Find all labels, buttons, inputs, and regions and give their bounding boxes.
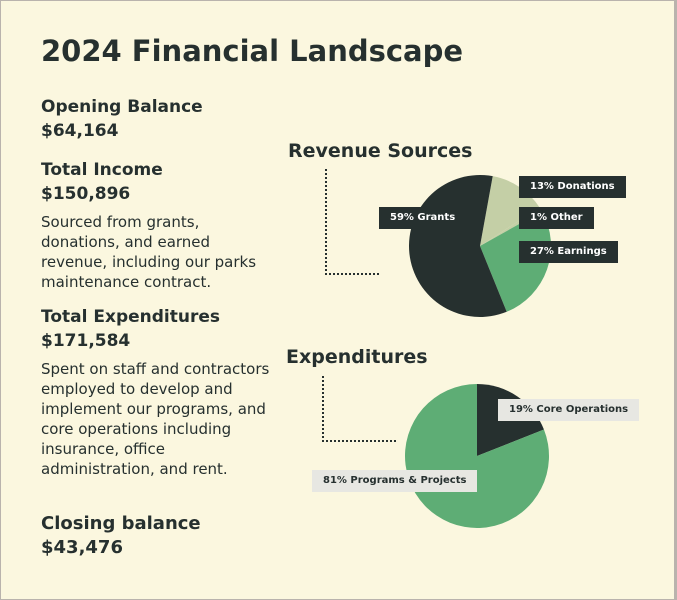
- total-expenditures-value: $171,584: [41, 331, 131, 351]
- closing-balance-label: Closing balance: [41, 513, 201, 534]
- total-income-label: Total Income: [41, 160, 163, 180]
- opening-balance-value: $64,164: [41, 121, 119, 141]
- revenue-slice-earnings: [480, 211, 551, 312]
- opening-balance-block: Opening Balance $64,164: [41, 96, 203, 142]
- closing-balance-value: $43,476: [41, 537, 123, 558]
- total-expenditures-block: Total Expenditures $171,584 Spent on sta…: [41, 306, 271, 479]
- page-title: 2024 Financial Landscape: [41, 34, 464, 68]
- expenditures-tag-core-operations: 19% Core Operations: [498, 399, 640, 421]
- revenue-tag-grants: 59% Grants: [379, 207, 467, 229]
- expenditures-slice-programs-projects: [405, 384, 549, 528]
- total-expenditures-description: Spent on staff and contractors employed …: [41, 360, 270, 478]
- expenditures-leader-line: [322, 376, 396, 442]
- revenue-tag-donations: 13% Donations: [519, 176, 626, 198]
- opening-balance-label: Opening Balance: [41, 97, 203, 117]
- revenue-chart-title: Revenue Sources: [288, 140, 473, 162]
- expenditures-tag-programs-projects: 81% Programs & Projects: [312, 470, 478, 492]
- closing-balance-block: Closing balance $43,476: [41, 513, 201, 559]
- total-income-description: Sourced from grants, donations, and earn…: [41, 213, 257, 291]
- expenditures-chart-title: Expenditures: [286, 346, 428, 368]
- total-income-value: $150,896: [41, 184, 131, 204]
- total-income-block: Total Income $150,896 Sourced from grant…: [41, 159, 271, 292]
- revenue-tag-other: 1% Other: [519, 207, 594, 229]
- total-expenditures-label: Total Expenditures: [41, 307, 220, 327]
- revenue-leader-line: [325, 169, 379, 275]
- revenue-tag-earnings: 27% Earnings: [519, 241, 618, 263]
